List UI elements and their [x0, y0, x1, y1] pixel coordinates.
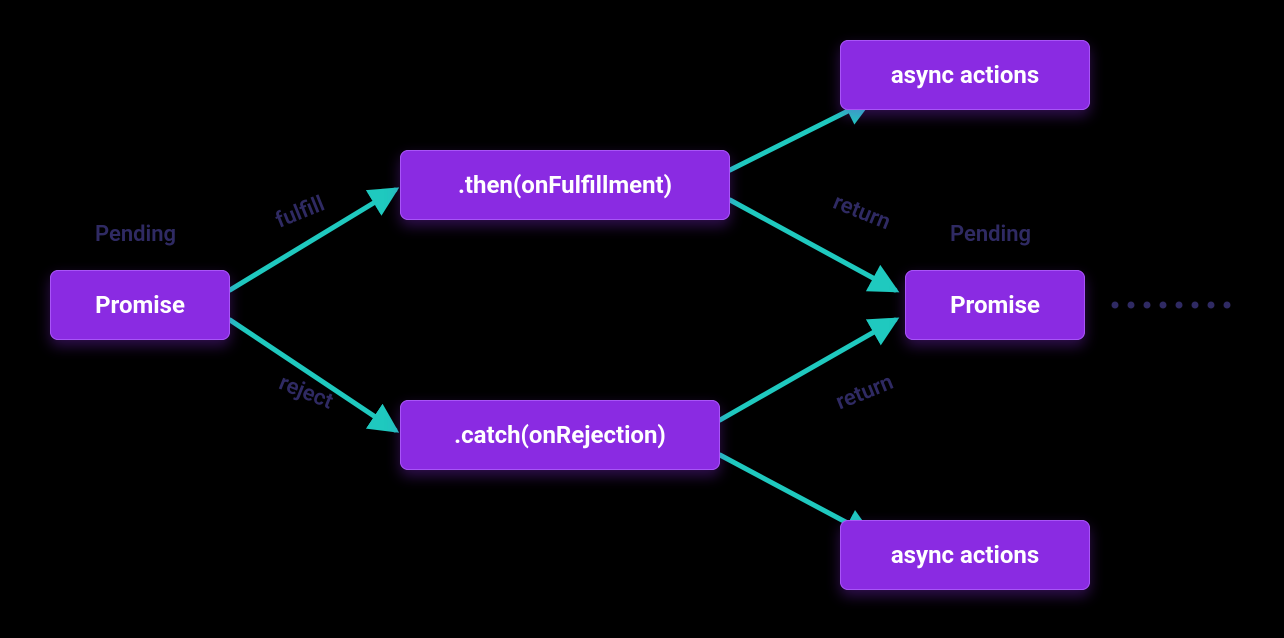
label-text: Pending: [95, 222, 176, 247]
continuation-dot: [1160, 302, 1167, 309]
node-async-bottom: async actions: [840, 520, 1090, 590]
label-text: return: [829, 190, 893, 235]
continuation-dot: [1224, 302, 1231, 309]
arrow-then-to-async-top: [730, 100, 870, 170]
node-label: .catch(onRejection): [454, 421, 666, 449]
node-async-top: async actions: [840, 40, 1090, 110]
arrow-promise-to-catch: [230, 320, 395, 430]
continuation-dot: [1128, 302, 1135, 309]
label-return-top: return: [829, 190, 893, 235]
node-label: async actions: [891, 61, 1039, 89]
node-catch: .catch(onRejection): [400, 400, 720, 470]
node-label: .then(onFulfillment): [458, 171, 672, 199]
label-text: fulfill: [272, 191, 328, 233]
label-return-bottom: return: [832, 370, 896, 415]
continuation-dot: [1176, 302, 1183, 309]
continuation-dot: [1112, 302, 1119, 309]
label-pending-start: Pending: [95, 222, 176, 247]
continuation-dot: [1208, 302, 1215, 309]
diagram-stage: Promise .then(onFulfillment) .catch(onRe…: [0, 0, 1284, 638]
label-text: return: [832, 370, 896, 415]
node-promise-return: Promise: [905, 270, 1085, 340]
continuation-dot: [1192, 302, 1199, 309]
label-reject: reject: [275, 370, 336, 414]
arrow-catch-to-promise2: [720, 320, 895, 420]
continuation-dot: [1144, 302, 1151, 309]
node-label: Promise: [95, 291, 185, 319]
node-then: .then(onFulfillment): [400, 150, 730, 220]
node-promise-start: Promise: [50, 270, 230, 340]
node-label: async actions: [891, 541, 1039, 569]
node-label: Promise: [950, 291, 1040, 319]
label-text: Pending: [950, 222, 1031, 247]
label-pending-return: Pending: [950, 222, 1031, 247]
label-text: reject: [275, 370, 336, 414]
label-fulfill: fulfill: [272, 191, 328, 233]
